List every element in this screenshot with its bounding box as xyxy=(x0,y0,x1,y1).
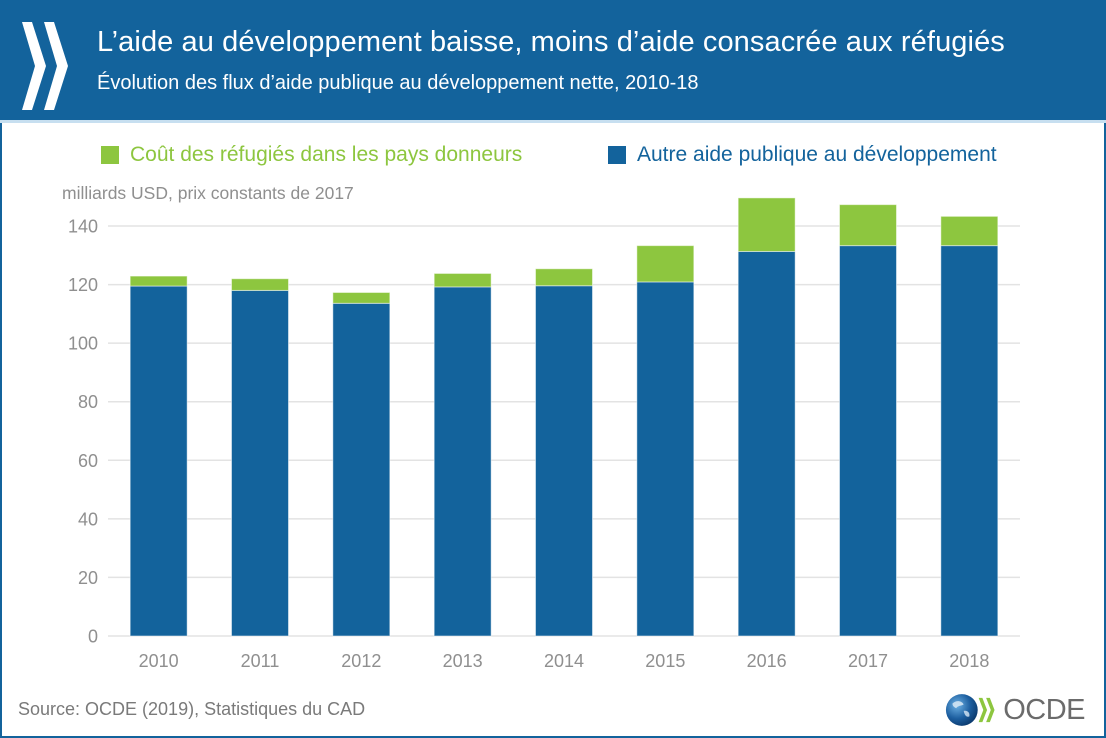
bar-other-aid xyxy=(332,302,391,637)
bar-other-aid xyxy=(433,286,492,637)
bar-refugees xyxy=(129,275,188,287)
bar-other-aid xyxy=(940,245,999,637)
x-tick-label: 2012 xyxy=(341,651,381,671)
bar-other-aid xyxy=(535,285,593,637)
legend-item-other-aid: Autre aide publique au développement xyxy=(608,143,997,167)
x-tick-label: 2013 xyxy=(443,651,483,671)
x-tick-label: 2015 xyxy=(645,651,685,671)
y-axis-unit-label: milliards USD, prix constants de 2017 xyxy=(62,183,354,203)
legend-swatch-other-aid xyxy=(608,146,626,164)
chart-title: L’aide au développement baisse, moins d’… xyxy=(97,26,1005,58)
y-tick-label: 40 xyxy=(78,509,98,529)
chart-subtitle: Évolution des flux d’aide publique au dé… xyxy=(97,72,699,94)
globe-icon xyxy=(945,694,995,726)
bar-refugees xyxy=(332,291,391,304)
legend-label-refugees: Coût des réfugiés dans les pays donneurs xyxy=(130,143,523,166)
bar-refugees xyxy=(433,272,492,288)
bar-refugees xyxy=(839,204,897,247)
x-tick-label: 2010 xyxy=(139,651,179,671)
bar-refugees xyxy=(231,278,289,291)
header: L’aide au développement baisse, moins d’… xyxy=(0,0,1106,120)
legend-label-other-aid: Autre aide publique au développement xyxy=(637,143,997,166)
source-note: Source: OCDE (2019), Statistiques du CAD xyxy=(18,699,366,719)
bar-other-aid xyxy=(839,245,897,637)
bar-refugees xyxy=(940,215,999,247)
bar-refugees xyxy=(737,197,796,252)
header-divider xyxy=(0,120,1106,123)
y-tick-label: 120 xyxy=(68,275,98,295)
bar-other-aid xyxy=(129,285,188,637)
y-tick-label: 80 xyxy=(78,392,98,412)
bar-other-aid xyxy=(636,281,695,637)
x-tick-label: 2014 xyxy=(544,651,584,671)
bar-other-aid xyxy=(737,250,796,637)
legend: Coût des réfugiés dans les pays donneurs… xyxy=(0,143,1106,169)
legend-item-refugees: Coût des réfugiés dans les pays donneurs xyxy=(101,143,522,167)
oecd-logo-text: OCDE xyxy=(1003,693,1085,726)
y-tick-label: 140 xyxy=(68,217,98,237)
x-tick-label: 2016 xyxy=(747,651,787,671)
x-tick-label: 2017 xyxy=(848,651,888,671)
y-tick-label: 60 xyxy=(78,451,98,471)
bar-refugees xyxy=(535,268,593,287)
y-tick-label: 20 xyxy=(78,568,98,588)
x-tick-label: 2018 xyxy=(949,651,989,671)
y-tick-label: 100 xyxy=(68,334,98,354)
y-tick-label: 0 xyxy=(88,627,98,647)
legend-swatch-refugees xyxy=(101,146,119,164)
bar-refugees xyxy=(636,245,695,283)
oecd-chevrons-icon xyxy=(22,22,68,110)
oecd-logo: OCDE xyxy=(945,690,1085,730)
x-tick-label: 2011 xyxy=(241,651,280,671)
bar-other-aid xyxy=(231,289,289,637)
